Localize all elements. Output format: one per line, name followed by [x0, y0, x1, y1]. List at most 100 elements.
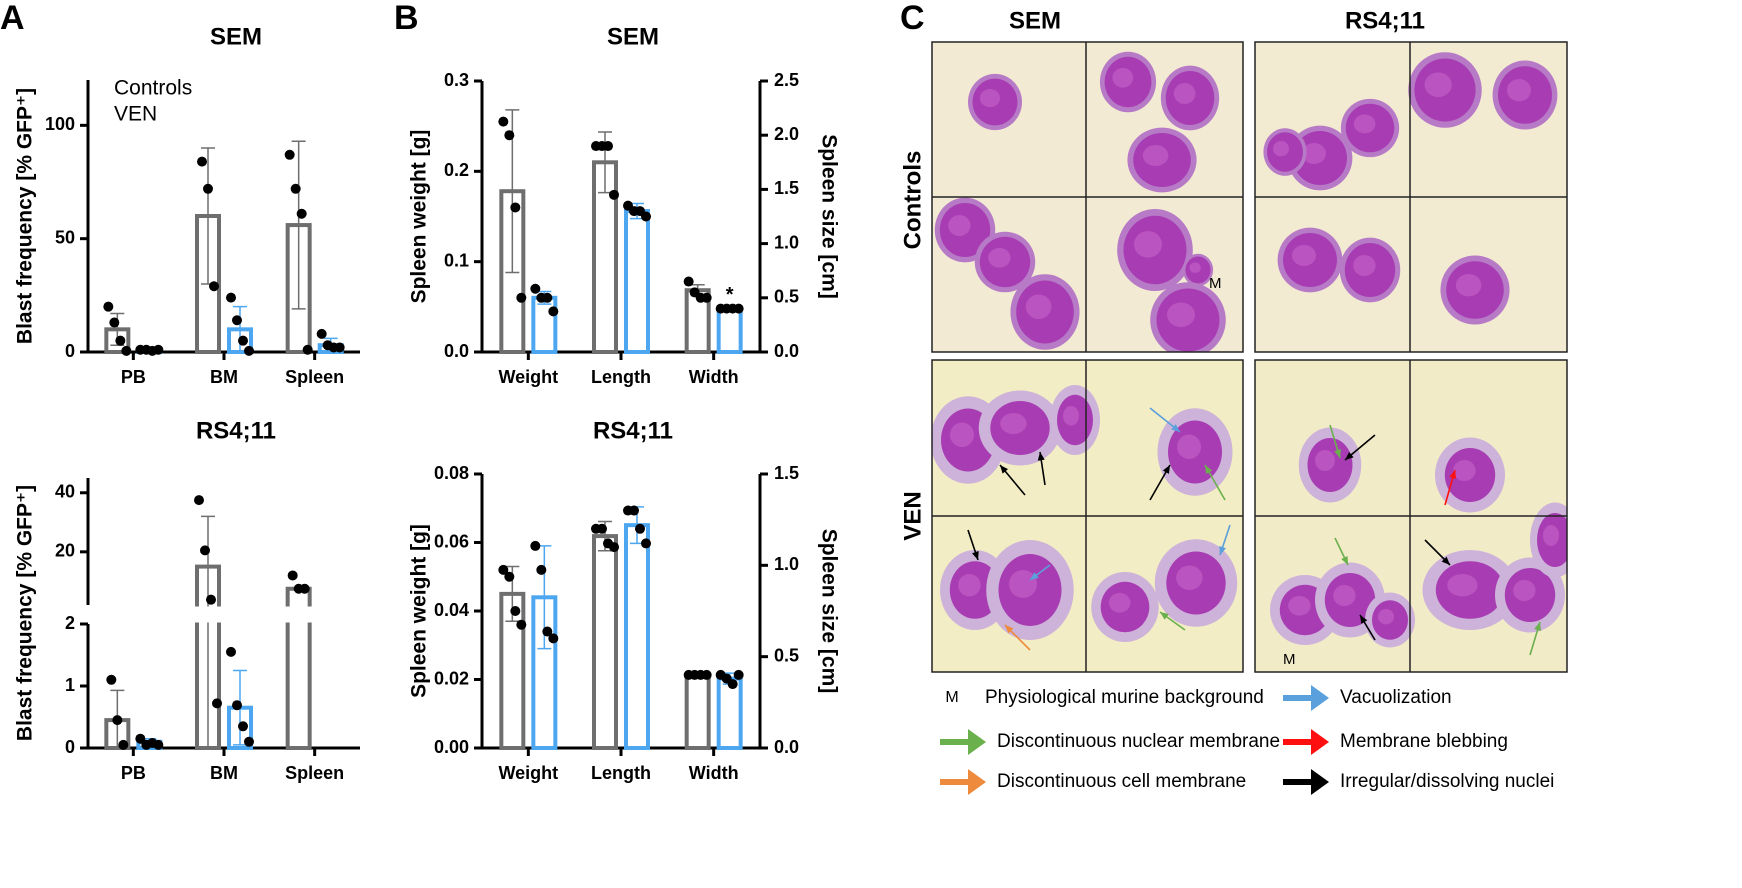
arrow-head [1341, 556, 1348, 565]
chromatin [1134, 231, 1162, 258]
data-point [609, 189, 619, 200]
bar [531, 295, 558, 354]
chromatin [1453, 460, 1476, 481]
legend-text: Physiological murine background [985, 687, 1264, 708]
data-point [232, 315, 242, 326]
data-point [206, 594, 216, 605]
data-point [244, 345, 254, 356]
data-point [629, 505, 639, 516]
panel-label: C [900, 0, 925, 37]
arrow-head [1345, 452, 1354, 460]
data-point [232, 700, 242, 711]
chromatin [1513, 580, 1536, 601]
data-point [226, 292, 236, 303]
legend-arrow-head [1311, 769, 1329, 795]
chromatin [1108, 593, 1131, 613]
legend-arrow-head [968, 769, 986, 795]
data-point [244, 736, 254, 747]
data-point [516, 619, 527, 630]
arrow-head [1005, 625, 1014, 634]
y-tick-label: 0.0 [774, 737, 799, 757]
chromatin [988, 247, 1011, 268]
arrow-head [1160, 612, 1169, 620]
data-point [641, 211, 651, 222]
data-point [212, 698, 222, 709]
chart-title: RS4;11 [196, 417, 276, 444]
y-tick-label: 50 [55, 227, 75, 247]
x-tick-label: Length [591, 367, 651, 387]
data-point [733, 669, 744, 680]
chromatin [1315, 450, 1335, 471]
x-tick-label: Width [689, 763, 739, 783]
data-point [641, 538, 651, 549]
arrow-head [1030, 572, 1039, 580]
y-tick-label: 1.5 [774, 178, 799, 198]
arrow-head [1441, 556, 1450, 565]
row-label: VEN [899, 491, 926, 540]
legend-arrow [940, 779, 970, 785]
arrow-head [1000, 465, 1008, 474]
data-point [284, 149, 295, 160]
data-point [121, 345, 132, 356]
chromatin [1455, 274, 1482, 297]
legend-text: Vacuolization [1340, 687, 1452, 708]
data-point [727, 679, 738, 690]
axis-break [78, 606, 360, 623]
legend-entry: Controls [114, 77, 192, 100]
chromatin [1424, 72, 1452, 97]
data-point [733, 303, 744, 314]
y-axis-label: Blast frequency [% GFP⁺] [14, 485, 37, 741]
y-tick-label: 2.5 [774, 70, 799, 90]
x-tick-label: PB [121, 367, 146, 387]
error-bar [201, 515, 215, 749]
annotation: * [726, 284, 734, 306]
y-axis-label: Spleen weight [g] [408, 130, 431, 304]
y-tick-label: 0.2 [444, 160, 469, 180]
chromatin [1273, 141, 1289, 157]
column-label: RS4;11 [1345, 7, 1425, 34]
data-point [209, 281, 219, 292]
data-point [115, 335, 126, 346]
x-tick-label: BM [210, 763, 238, 783]
data-point [197, 156, 207, 167]
data-point [238, 335, 248, 346]
y-tick-label: 2.0 [774, 124, 799, 144]
data-point [510, 202, 521, 213]
arrow-head [1219, 546, 1226, 555]
chromatin [958, 574, 981, 597]
y2-axis-label: Spleen size [cm] [817, 529, 840, 694]
chromatin [1288, 596, 1311, 616]
x-tick-label: PB [121, 763, 146, 783]
data-point [510, 606, 521, 616]
y-tick-label: 0.00 [434, 737, 469, 757]
y-tick-label: 0 [65, 737, 75, 757]
bar [624, 523, 650, 750]
chromatin [1353, 255, 1376, 276]
y-tick-label: 0.06 [434, 531, 469, 551]
data-point [516, 292, 527, 303]
arrow-head [1360, 615, 1368, 624]
arrow-head [1449, 470, 1457, 479]
y-tick-label: 40 [55, 482, 75, 502]
x-tick-label: BM [210, 367, 238, 387]
y-axis-label: Spleen weight [g] [408, 524, 431, 698]
y-tick-label: 0.08 [434, 463, 469, 483]
chromatin [950, 422, 974, 447]
arrow-head [1171, 424, 1180, 432]
legend-arrow [1283, 739, 1313, 745]
chromatin [1009, 570, 1037, 598]
chromatin [980, 89, 1000, 108]
data-point [530, 540, 541, 551]
chromatin [1142, 145, 1169, 166]
y-tick-label: 2 [65, 613, 75, 633]
data-point [153, 739, 164, 750]
cell-group [932, 385, 1238, 642]
data-point [194, 495, 204, 506]
cell-group [1263, 52, 1558, 325]
chart-title: SEM [607, 23, 659, 50]
data-point [103, 301, 114, 312]
chromatin [1447, 574, 1478, 597]
chromatin [1507, 79, 1531, 102]
y-tick-label: 0.02 [434, 668, 469, 688]
